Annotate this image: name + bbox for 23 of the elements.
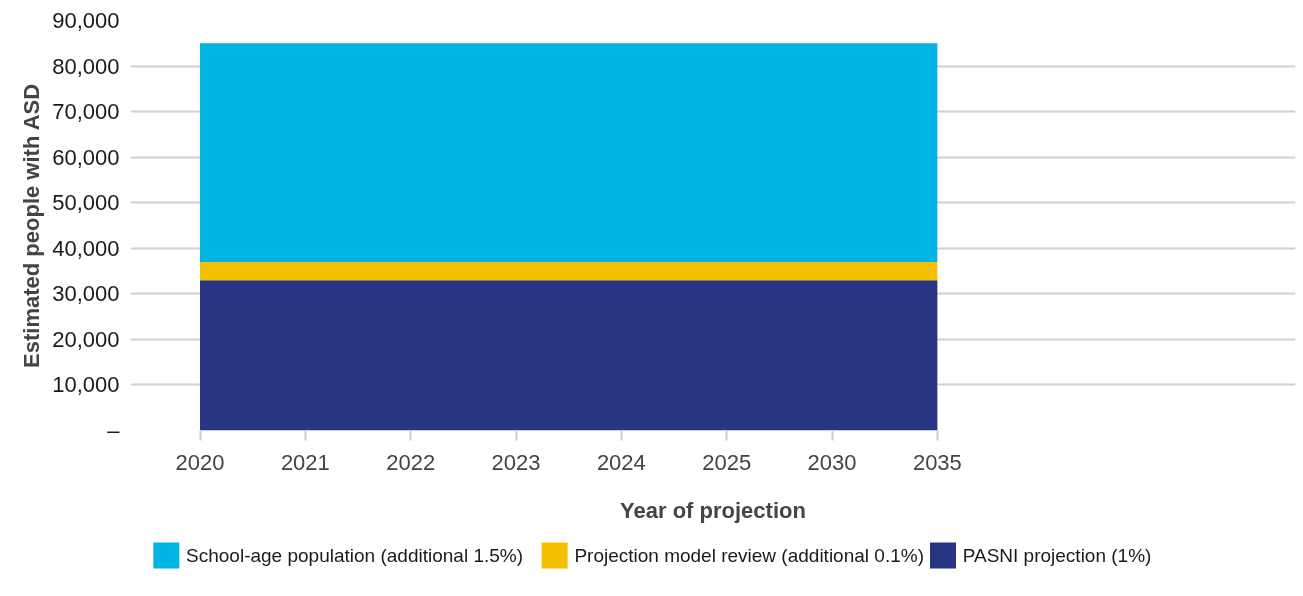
y-tick-label: 70,000: [52, 99, 120, 125]
y-tick-label: 10,000: [52, 372, 120, 398]
x-tick-label: 2023: [491, 449, 541, 475]
x-tick-label: 2021: [280, 449, 330, 475]
y-tick-label: 20,000: [52, 326, 120, 352]
x-axis-title: Year of projection: [620, 497, 806, 523]
x-tick-label: 2030: [807, 449, 857, 475]
x-tick-label: 2025: [702, 449, 752, 475]
y-tick-label: 80,000: [52, 53, 120, 79]
x-tick-label: 2020: [175, 449, 225, 475]
x-tick-label: 2022: [386, 449, 436, 475]
x-tick-label: 2024: [596, 449, 646, 475]
legend-label: Projection model review (additional 0.1%): [574, 545, 924, 566]
y-tick-label: 30,000: [52, 281, 120, 307]
y-tick-label: 50,000: [52, 190, 120, 216]
y-tick-label: 60,000: [52, 144, 120, 170]
y-tick-label: 90,000: [52, 8, 120, 33]
y-tick-label: –: [107, 418, 121, 443]
legend-label: PASNI projection (1%): [962, 545, 1152, 566]
x-tick-label: 2035: [912, 449, 962, 475]
y-axis-title: Estimated people with ASD: [19, 83, 45, 368]
legend-label: School-age population (additional 1.5%): [186, 545, 524, 566]
y-tick-label: 40,000: [52, 235, 120, 261]
